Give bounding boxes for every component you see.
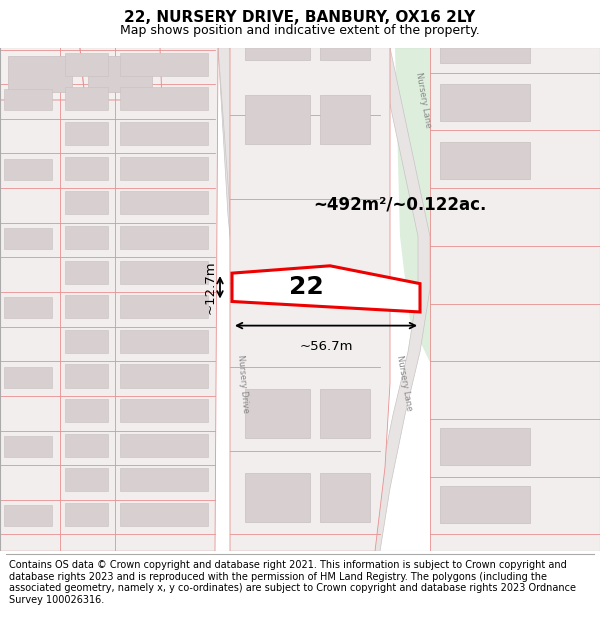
Polygon shape bbox=[65, 503, 108, 526]
Polygon shape bbox=[65, 226, 108, 249]
Text: Contains OS data © Crown copyright and database right 2021. This information is : Contains OS data © Crown copyright and d… bbox=[9, 560, 576, 605]
Polygon shape bbox=[65, 295, 108, 318]
Text: Nursery Drive: Nursery Drive bbox=[236, 354, 250, 413]
Polygon shape bbox=[65, 434, 108, 457]
Polygon shape bbox=[120, 122, 208, 145]
Polygon shape bbox=[8, 56, 72, 92]
Polygon shape bbox=[218, 48, 270, 551]
Polygon shape bbox=[395, 48, 600, 362]
Polygon shape bbox=[120, 191, 208, 214]
Polygon shape bbox=[4, 298, 52, 318]
Text: ~56.7m: ~56.7m bbox=[299, 340, 353, 353]
Polygon shape bbox=[440, 486, 530, 523]
Polygon shape bbox=[218, 48, 270, 551]
Polygon shape bbox=[232, 266, 420, 312]
Polygon shape bbox=[65, 261, 108, 284]
Polygon shape bbox=[4, 228, 52, 249]
Polygon shape bbox=[120, 503, 208, 526]
Text: ~492m²/~0.122ac.: ~492m²/~0.122ac. bbox=[313, 196, 487, 214]
Polygon shape bbox=[88, 56, 152, 92]
Polygon shape bbox=[440, 142, 530, 179]
Polygon shape bbox=[320, 472, 370, 522]
Text: Nursery Lane: Nursery Lane bbox=[413, 71, 433, 129]
Polygon shape bbox=[120, 364, 208, 388]
Text: Map shows position and indicative extent of the property.: Map shows position and indicative extent… bbox=[120, 24, 480, 37]
Polygon shape bbox=[80, 48, 162, 100]
Polygon shape bbox=[120, 261, 208, 284]
Polygon shape bbox=[440, 26, 530, 63]
Polygon shape bbox=[120, 295, 208, 318]
Polygon shape bbox=[4, 89, 52, 111]
Polygon shape bbox=[4, 436, 52, 457]
Polygon shape bbox=[120, 399, 208, 422]
Polygon shape bbox=[65, 468, 108, 491]
Polygon shape bbox=[245, 389, 310, 438]
Polygon shape bbox=[120, 52, 208, 76]
Polygon shape bbox=[120, 434, 208, 457]
Polygon shape bbox=[120, 88, 208, 111]
Polygon shape bbox=[0, 48, 218, 551]
Text: Nursery Lane: Nursery Lane bbox=[395, 355, 413, 412]
Polygon shape bbox=[65, 52, 108, 76]
Polygon shape bbox=[4, 366, 52, 388]
Polygon shape bbox=[365, 48, 430, 551]
Polygon shape bbox=[65, 157, 108, 180]
Polygon shape bbox=[65, 122, 108, 145]
Polygon shape bbox=[4, 159, 52, 180]
Polygon shape bbox=[230, 48, 390, 551]
Polygon shape bbox=[120, 468, 208, 491]
Polygon shape bbox=[245, 11, 310, 60]
Polygon shape bbox=[65, 330, 108, 353]
Polygon shape bbox=[440, 84, 530, 121]
Polygon shape bbox=[4, 505, 52, 526]
Polygon shape bbox=[0, 48, 85, 100]
Polygon shape bbox=[320, 95, 370, 144]
Polygon shape bbox=[440, 429, 530, 465]
Polygon shape bbox=[120, 330, 208, 353]
Polygon shape bbox=[65, 191, 108, 214]
Text: ~12.7m: ~12.7m bbox=[204, 261, 217, 314]
Polygon shape bbox=[320, 11, 370, 60]
Polygon shape bbox=[245, 95, 310, 144]
Polygon shape bbox=[430, 48, 600, 551]
Text: 22: 22 bbox=[289, 275, 324, 299]
Polygon shape bbox=[65, 364, 108, 388]
Polygon shape bbox=[65, 399, 108, 422]
Polygon shape bbox=[120, 157, 208, 180]
Polygon shape bbox=[245, 472, 310, 522]
Polygon shape bbox=[320, 389, 370, 438]
Polygon shape bbox=[65, 88, 108, 111]
Polygon shape bbox=[120, 226, 208, 249]
Text: 22, NURSERY DRIVE, BANBURY, OX16 2LY: 22, NURSERY DRIVE, BANBURY, OX16 2LY bbox=[124, 9, 476, 24]
